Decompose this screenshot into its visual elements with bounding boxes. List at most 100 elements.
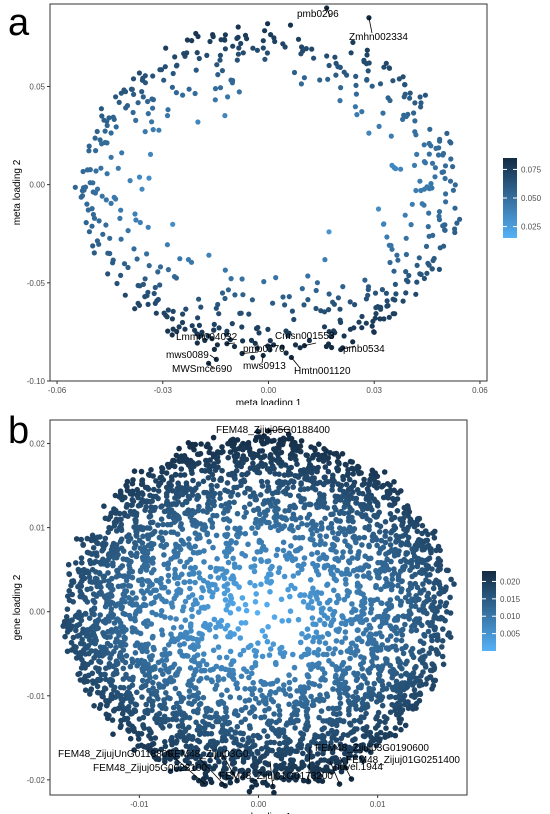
scatter-point	[222, 666, 229, 673]
scatter-point	[256, 700, 262, 706]
scatter-point	[345, 732, 351, 738]
scatter-point	[139, 496, 146, 503]
scatter-point	[354, 726, 360, 732]
scatter-point	[373, 536, 380, 543]
scatter-point	[394, 252, 400, 258]
labeled-point	[269, 783, 276, 790]
scatter-point	[219, 290, 226, 296]
scatter-point	[162, 530, 169, 536]
scatter-point	[177, 256, 183, 262]
scatter-point	[255, 505, 261, 512]
scatter-point	[149, 653, 155, 659]
scatter-point	[236, 45, 242, 51]
scatter-point	[287, 492, 294, 499]
scatter-point	[391, 570, 398, 576]
scatter-point	[313, 287, 319, 294]
scatter-point	[152, 284, 158, 291]
scatter-point	[392, 615, 399, 622]
scatter-point	[450, 164, 456, 170]
scatter-point	[176, 586, 182, 593]
scatter-point	[215, 464, 221, 470]
scatter-point	[105, 529, 111, 536]
scatter-point	[387, 709, 394, 715]
scatter-point	[357, 748, 363, 754]
scatter-point	[417, 94, 423, 100]
point-label: FEM48_Zijuj03G0190600	[315, 743, 429, 754]
scatter-point	[406, 272, 412, 279]
scatter-point	[120, 573, 127, 579]
scatter-point	[409, 546, 416, 552]
scatter-point	[414, 539, 421, 546]
scatter-point	[242, 553, 249, 559]
scatter-point	[353, 73, 359, 79]
scatter-point	[442, 163, 449, 169]
scatter-point	[247, 725, 253, 731]
scatter-point	[435, 152, 442, 158]
scatter-point	[335, 466, 342, 473]
scatter-point	[178, 453, 185, 459]
scatter-point	[320, 458, 327, 464]
scatter-point	[301, 694, 307, 701]
scatter-point	[227, 775, 233, 782]
point-label: Zmhn002334	[349, 32, 408, 43]
scatter-point	[334, 717, 340, 724]
scatter-point	[206, 468, 213, 475]
scatter-point	[132, 540, 138, 546]
scatter-point	[145, 224, 151, 230]
scatter-point	[429, 266, 435, 272]
scatter-point	[280, 489, 287, 495]
scatter-point	[452, 182, 458, 188]
scatter-point	[187, 585, 193, 592]
scatter-point	[362, 524, 369, 531]
scatter-point	[178, 749, 184, 756]
scatter-point	[235, 34, 241, 40]
scatter-point	[252, 662, 259, 669]
scatter-point	[368, 696, 375, 702]
scatter-point	[235, 606, 242, 612]
scatter-point	[412, 596, 418, 603]
scatter-point	[376, 691, 383, 697]
scatter-point	[240, 751, 246, 758]
scatter-point	[284, 748, 290, 754]
scatter-point	[275, 455, 282, 462]
scatter-point	[136, 70, 142, 76]
scatter-point	[82, 611, 89, 617]
scatter-point	[162, 743, 169, 750]
scatter-point	[181, 563, 188, 570]
scatter-point	[164, 461, 171, 468]
scatter-point	[210, 765, 217, 772]
scatter-point	[221, 745, 228, 751]
scatter-point	[325, 76, 331, 82]
scatter-point	[407, 90, 413, 96]
scatter-point	[158, 608, 165, 614]
scatter-point	[389, 582, 396, 589]
scatter-point	[120, 610, 126, 617]
scatter-point	[145, 111, 151, 117]
scatter-point	[92, 648, 99, 654]
scatter-point	[397, 708, 404, 715]
scatter-point	[332, 493, 339, 500]
scatter-point	[309, 46, 315, 52]
scatter-point	[354, 580, 361, 587]
scatter-point	[280, 435, 287, 442]
scatter-point	[264, 601, 270, 608]
scatter-point	[406, 608, 413, 614]
scatter-point	[123, 577, 130, 584]
scatter-point	[194, 747, 201, 753]
scatter-point	[383, 494, 389, 500]
scatter-point	[398, 716, 405, 723]
scatter-point	[367, 631, 374, 637]
scatter-point	[360, 696, 367, 702]
scatter-point	[196, 460, 202, 466]
scatter-point	[439, 615, 446, 622]
scatter-point	[215, 644, 222, 650]
scatter-point	[82, 687, 89, 693]
scatter-point	[195, 33, 201, 40]
label-leader-line	[226, 342, 236, 345]
scatter-point	[403, 277, 410, 283]
scatter-point	[246, 788, 253, 795]
scatter-point	[215, 751, 222, 757]
scatter-point	[108, 130, 114, 136]
scatter-point	[377, 81, 384, 87]
scatter-point	[325, 705, 332, 712]
